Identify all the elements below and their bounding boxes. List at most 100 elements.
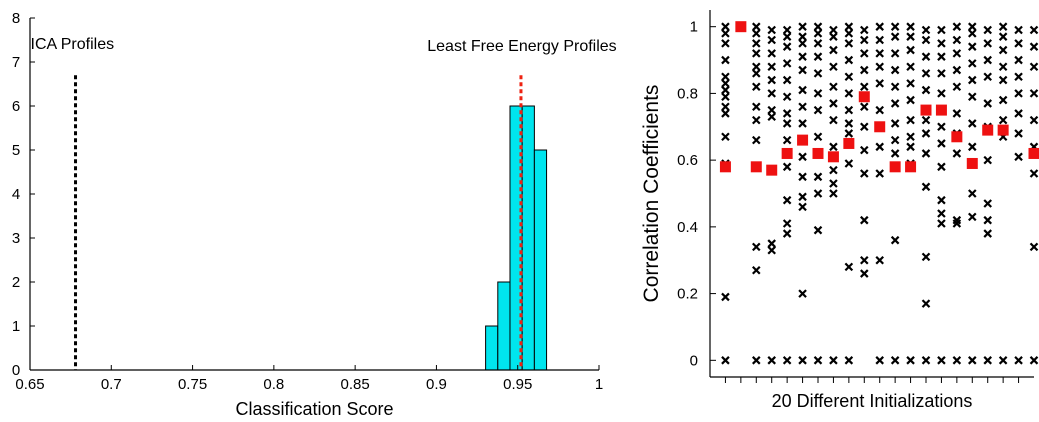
x-marker-stroke <box>767 356 776 365</box>
x-marker-stroke <box>798 39 807 48</box>
x-marker-point <box>767 245 776 255</box>
x-marker-stroke <box>937 25 946 35</box>
x-marker-stroke <box>968 92 977 102</box>
x-marker-stroke <box>968 212 977 222</box>
x-marker-stroke <box>983 155 992 165</box>
x-marker-point <box>968 212 977 222</box>
x-marker-point <box>844 105 854 115</box>
x-marker-stroke <box>829 165 838 175</box>
x-marker-point <box>752 39 761 48</box>
x-tick-label: 0.8 <box>263 376 284 393</box>
x-marker-point <box>721 356 730 365</box>
x-marker-stroke <box>968 59 977 68</box>
y-tick-label: 8 <box>12 10 20 27</box>
x-marker-point <box>813 225 823 235</box>
y-tick-label: 1 <box>690 19 698 36</box>
x-marker-stroke <box>937 209 946 218</box>
x-marker-stroke <box>1029 42 1039 51</box>
x-marker-stroke <box>906 22 915 31</box>
x-marker-stroke <box>829 142 838 152</box>
x-marker-point <box>983 229 992 238</box>
x-marker-stroke <box>952 35 962 45</box>
x-marker-point <box>937 52 946 61</box>
x-marker-point <box>860 169 869 178</box>
x-marker-point <box>875 105 884 115</box>
x-marker-stroke <box>813 225 823 235</box>
x-marker-point <box>937 39 946 48</box>
x-marker-point <box>752 29 761 38</box>
x-marker-stroke <box>782 119 792 128</box>
x-marker-point <box>721 79 730 88</box>
x-marker-point <box>998 32 1008 41</box>
x-marker-stroke <box>782 92 792 102</box>
x-marker-point <box>968 119 977 128</box>
x-marker-stroke <box>721 102 730 112</box>
x-marker-point <box>875 169 884 178</box>
x-marker-stroke <box>968 356 977 365</box>
x-marker-stroke <box>921 115 931 125</box>
x-marker-stroke <box>752 82 761 92</box>
x-marker-stroke <box>721 22 730 31</box>
x-marker-stroke <box>875 105 884 115</box>
x-marker-stroke <box>906 95 915 105</box>
x-marker-stroke <box>782 25 792 35</box>
scatter-x-axis-label: 20 Different Initializations <box>772 391 973 411</box>
x-marker-point <box>844 72 854 82</box>
x-marker-stroke <box>1014 89 1023 98</box>
x-marker-stroke <box>860 122 869 132</box>
x-marker-stroke <box>767 35 776 45</box>
x-marker-point <box>860 255 869 265</box>
x-marker-stroke <box>829 25 838 35</box>
x-marker-point <box>890 32 900 41</box>
x-marker-stroke <box>937 139 946 148</box>
ica-profiles-label: ICA Profiles <box>31 36 115 53</box>
square-marker-point <box>951 131 963 143</box>
x-marker-stroke <box>921 252 931 262</box>
x-marker-stroke <box>860 102 869 112</box>
x-marker-point <box>829 99 838 108</box>
y-tick-label: 6 <box>12 98 20 115</box>
x-marker-stroke <box>937 69 946 78</box>
x-marker-point <box>782 135 792 145</box>
x-marker-stroke <box>998 62 1008 71</box>
x-marker-stroke <box>813 29 823 38</box>
x-marker-stroke <box>1014 55 1023 65</box>
x-marker-stroke <box>798 52 807 61</box>
x-marker-point <box>890 149 900 158</box>
square-marker-point <box>920 104 932 116</box>
x-marker-point <box>798 102 807 112</box>
x-marker-stroke <box>1014 152 1023 162</box>
x-marker-point <box>813 189 823 198</box>
y-tick-label: 7 <box>12 54 20 71</box>
scatter-series-x-markers <box>721 22 1039 365</box>
x-marker-stroke <box>875 79 884 88</box>
y-tick-label: 0.8 <box>677 85 698 102</box>
x-marker-point <box>752 49 761 58</box>
x-marker-point <box>937 89 946 98</box>
x-marker-point <box>890 49 900 58</box>
x-marker-stroke <box>860 215 869 225</box>
x-marker-stroke <box>983 99 992 108</box>
x-marker-stroke <box>890 356 900 365</box>
histogram-bars <box>485 105 548 371</box>
square-marker-point <box>766 164 778 176</box>
x-marker-stroke <box>829 32 838 41</box>
histogram-x-axis-label: Classification Score <box>235 399 393 419</box>
x-marker-point <box>782 25 792 35</box>
x-marker-point <box>921 252 931 262</box>
x-marker-stroke <box>983 229 992 238</box>
x-marker-point <box>906 95 915 105</box>
x-marker-point <box>1029 242 1039 252</box>
x-marker-stroke <box>875 49 884 58</box>
x-marker-point <box>782 42 792 51</box>
x-marker-stroke <box>1029 242 1039 252</box>
square-marker-point <box>750 161 762 173</box>
square-marker-point <box>843 137 855 149</box>
x-marker-point <box>721 39 730 48</box>
x-marker-stroke <box>1029 25 1039 35</box>
x-marker-point <box>983 39 992 48</box>
x-marker-point <box>1014 356 1023 365</box>
scatter-chart: 0 0.2 0.4 0.6 0.8 1 20 Different Initializati… <box>640 10 1039 411</box>
x-marker-stroke <box>921 69 931 78</box>
x-marker-stroke <box>782 75 792 85</box>
